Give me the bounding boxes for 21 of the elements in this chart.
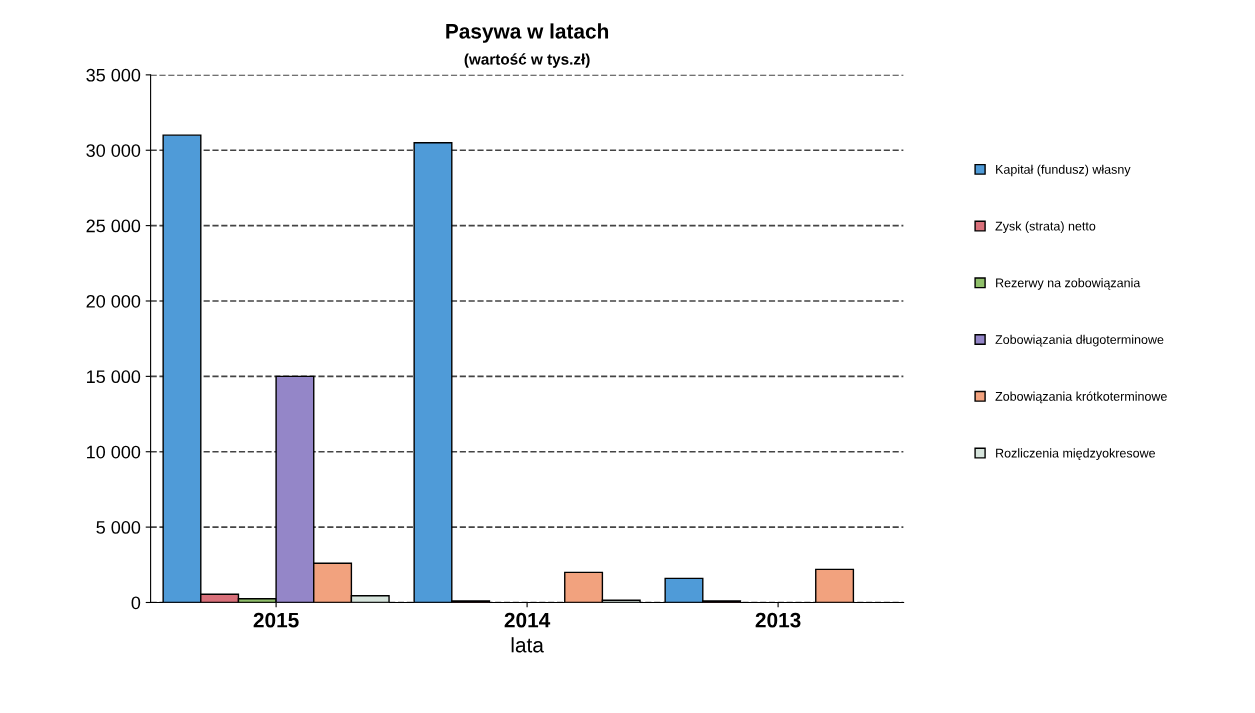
y-tick-label: 20 000 [86, 294, 141, 308]
x-tick-label: 2015 [253, 612, 299, 628]
y-tick-label: 15 000 [87, 370, 141, 384]
legend-label: Zobowiązania krótkoterminowe [995, 391, 1167, 404]
x-axis-title: lata [511, 637, 544, 653]
y-tick-label: 30 000 [86, 144, 141, 157]
y-tick-label: 25 000 [86, 219, 141, 233]
legend-label: Kapitał (fundusz) własny [996, 164, 1131, 177]
x-tick-label: 2013 [755, 612, 801, 628]
chart-title: Pasywa w latach [446, 23, 609, 43]
legend-label: Rozliczenia międzyokresowe [996, 448, 1156, 461]
legend-label: Zysk (strata) netto [995, 221, 1096, 234]
x-tick-label: 2014 [504, 612, 551, 628]
y-tick-label: 10 000 [87, 445, 141, 459]
chart-subtitle: (wartość w tys.zł) [464, 53, 590, 68]
y-tick-label: 5 000 [96, 521, 141, 534]
legend-label: Zobowiązania długoterminowe [995, 334, 1164, 347]
legend-label: Rezerwy na zobowiązania [996, 278, 1141, 290]
y-tick-label: 0 [131, 596, 141, 610]
bar [815, 568, 855, 603]
y-tick-label: 35 000 [86, 68, 141, 82]
